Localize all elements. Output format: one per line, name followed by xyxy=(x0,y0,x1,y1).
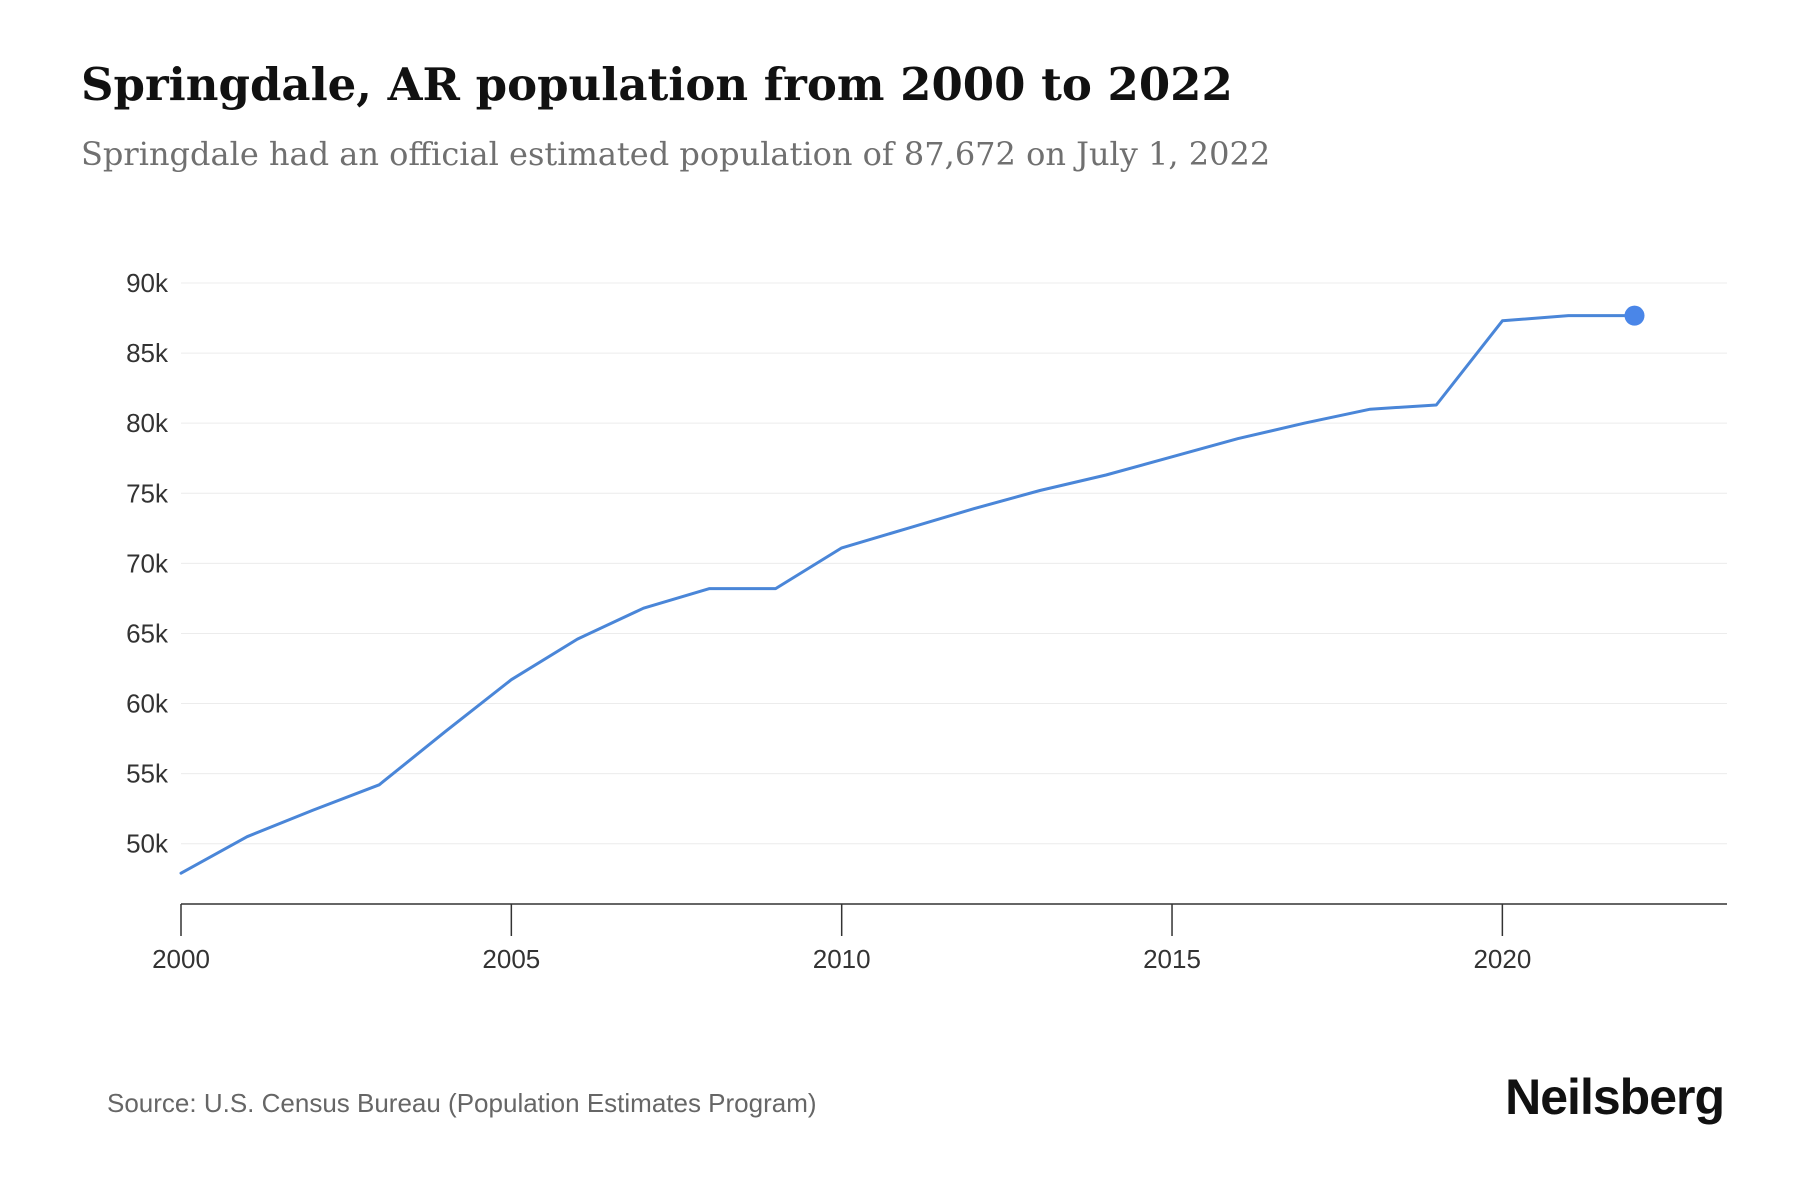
data-point xyxy=(1370,409,1371,410)
x-tick-label: 2015 xyxy=(1143,944,1201,974)
y-tick-label: 60k xyxy=(126,689,169,719)
data-point xyxy=(247,836,248,837)
data-point xyxy=(181,873,182,874)
data-point xyxy=(511,679,512,680)
data-point xyxy=(379,784,380,785)
data-point xyxy=(313,810,314,811)
data-point xyxy=(907,528,908,529)
chart-title: Springdale, AR population from 2000 to 2… xyxy=(81,58,1233,111)
y-tick-label: 70k xyxy=(126,548,169,578)
y-tick-label: 90k xyxy=(126,268,169,298)
y-tick-label: 85k xyxy=(126,338,169,368)
data-point xyxy=(1172,456,1173,457)
data-point xyxy=(841,547,842,548)
chart-subtitle: Springdale had an official estimated pop… xyxy=(81,135,1271,173)
x-tick-label: 2010 xyxy=(813,944,871,974)
data-point xyxy=(709,588,710,589)
data-point xyxy=(1105,475,1106,476)
x-tick-label: 2000 xyxy=(152,944,210,974)
latest-value-marker xyxy=(1624,305,1645,326)
y-tick-label: 75k xyxy=(126,478,169,508)
data-point xyxy=(1238,438,1239,439)
x-tick-label: 2005 xyxy=(482,944,540,974)
data-point xyxy=(1502,320,1503,321)
y-tick-label: 50k xyxy=(126,829,169,859)
y-tick-label: 65k xyxy=(126,618,169,648)
data-point xyxy=(1039,490,1040,491)
data-point xyxy=(775,588,776,589)
series-layer xyxy=(179,305,1645,875)
data-point xyxy=(1568,315,1569,316)
source-note: Source: U.S. Census Bureau (Population E… xyxy=(107,1088,817,1118)
data-point xyxy=(577,639,578,640)
x-axis: 2000 2005 2010 2015 2020 xyxy=(152,903,1727,974)
data-point xyxy=(1304,423,1305,424)
data-point xyxy=(445,731,446,732)
neilsberg-logo: Neilsberg xyxy=(1505,1069,1725,1125)
y-tick-label: 80k xyxy=(126,408,169,438)
data-point xyxy=(1436,404,1437,405)
x-tick-label: 2020 xyxy=(1473,944,1531,974)
gridlines xyxy=(181,282,1727,845)
data-point xyxy=(973,508,974,509)
y-axis-tick-labels: 50k 55k 60k 65k 70k 75k 80k 85k 90k xyxy=(126,268,169,859)
data-point xyxy=(643,608,644,609)
y-tick-label: 55k xyxy=(126,759,169,789)
series-line xyxy=(179,314,1636,875)
